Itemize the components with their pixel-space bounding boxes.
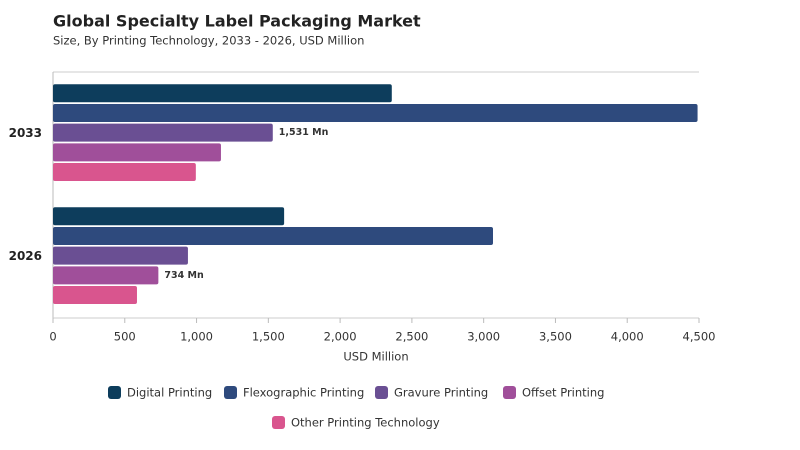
bar	[53, 286, 137, 305]
value-label: 1,531 Mn	[279, 127, 329, 138]
bar	[53, 103, 698, 122]
chart-title: Global Specialty Label Packaging Market	[53, 12, 421, 31]
bar	[53, 266, 159, 285]
legend-label: Gravure Printing	[394, 386, 488, 400]
legend-label: Digital Printing	[127, 386, 212, 400]
legend-label: Flexographic Printing	[243, 386, 364, 400]
bar	[53, 163, 196, 182]
legend-swatch	[272, 416, 285, 429]
x-tick-label: 0	[49, 330, 56, 344]
x-tick-label: 4,000	[611, 330, 644, 344]
legend-swatch	[224, 386, 237, 399]
chart-subtitle: Size, By Printing Technology, 2033 - 202…	[53, 34, 364, 48]
x-tick-label: 500	[114, 330, 136, 344]
y-tick-label: 2033	[9, 126, 42, 140]
legend-swatch	[503, 386, 516, 399]
x-tick-label: 3,000	[467, 330, 500, 344]
value-label: 734 Mn	[164, 270, 204, 281]
bar	[53, 123, 273, 142]
x-tick-label: 3,500	[539, 330, 572, 344]
x-tick-label: 4,500	[683, 330, 716, 344]
bar	[53, 207, 285, 226]
x-tick-label: 2,500	[395, 330, 428, 344]
legend-swatch	[375, 386, 388, 399]
legend-swatch	[108, 386, 121, 399]
bar	[53, 143, 221, 162]
legend-label: Offset Printing	[522, 386, 604, 400]
bar	[53, 226, 493, 245]
y-tick-label: 2026	[9, 249, 42, 263]
bar	[53, 84, 392, 103]
legend-label: Other Printing Technology	[291, 416, 440, 430]
x-axis-title: USD Million	[343, 350, 408, 364]
x-tick-label: 1,000	[180, 330, 213, 344]
bar	[53, 246, 188, 265]
x-tick-label: 1,500	[252, 330, 285, 344]
x-tick-label: 2,000	[324, 330, 357, 344]
